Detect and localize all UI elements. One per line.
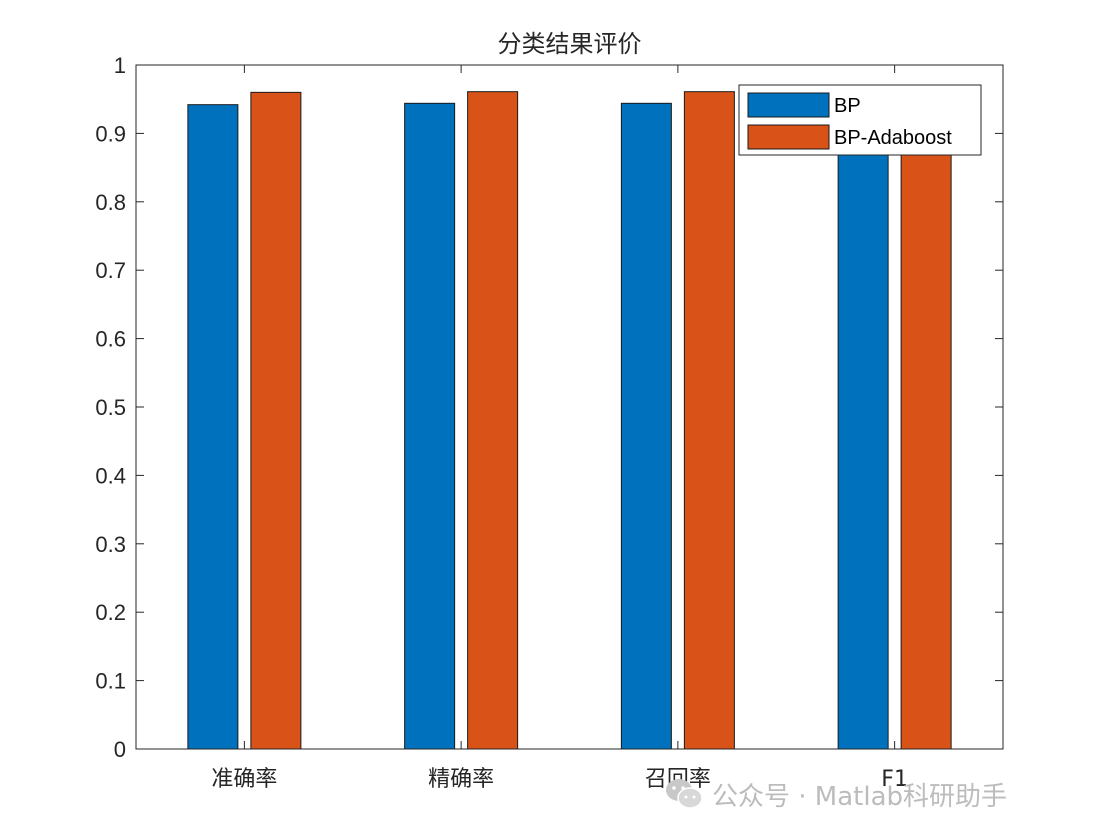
- bar-bp-2: [620, 102, 672, 750]
- y-tick-label: 0.9: [95, 121, 126, 146]
- bar-bp-3: [837, 103, 889, 750]
- y-tick-label: 0.7: [95, 258, 126, 283]
- bar-bp-adaboost-2: [683, 91, 735, 750]
- watermark-text: 公众号 · Matlab科研助手: [712, 781, 1008, 812]
- legend-swatch-bp: [747, 92, 830, 118]
- bar-bp-adaboost-0: [250, 91, 302, 750]
- legend-label: BP: [834, 95, 861, 117]
- watermark: 公众号 · Matlab科研助手: [664, 772, 1007, 816]
- bar-bp-adaboost-3: [900, 91, 952, 750]
- y-tick-label: 0.5: [95, 395, 126, 420]
- bar-bp-1: [404, 102, 456, 750]
- y-tick-label: 0.2: [95, 600, 126, 625]
- legend-swatch-bp-adaboost: [747, 124, 830, 150]
- x-tick-label: 精确率: [428, 767, 494, 792]
- bar-bp-adaboost-1: [467, 91, 519, 750]
- y-tick-label: 0.3: [95, 532, 126, 557]
- legend-label: BP-Adaboost: [834, 127, 952, 149]
- y-tick-label: 0.1: [95, 669, 126, 694]
- chart-title: 分类结果评价: [498, 30, 642, 58]
- bar-bp-0: [187, 104, 239, 750]
- y-tick-label: 0.8: [95, 190, 126, 215]
- wechat-icon: [666, 779, 703, 809]
- y-tick-label: 0.4: [95, 463, 126, 488]
- x-tick-label: 准确率: [211, 767, 277, 792]
- x-tick-label: F1: [881, 767, 908, 792]
- y-tick-label: 0: [114, 737, 126, 762]
- y-tick-label: 0.6: [95, 327, 126, 352]
- y-tick-label: 1: [114, 53, 126, 78]
